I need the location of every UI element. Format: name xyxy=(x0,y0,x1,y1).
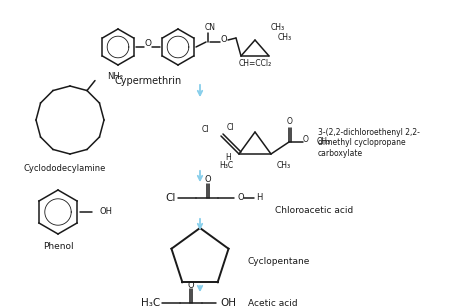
Text: CH₃: CH₃ xyxy=(317,138,331,146)
Text: CN: CN xyxy=(204,24,216,33)
Text: H₃C: H₃C xyxy=(219,161,233,170)
Text: Acetic acid: Acetic acid xyxy=(248,298,298,307)
Text: NH₂: NH₂ xyxy=(107,72,123,81)
Text: Cyclododecylamine: Cyclododecylamine xyxy=(24,164,106,173)
Text: Cl: Cl xyxy=(227,123,235,133)
Text: Cyclopentane: Cyclopentane xyxy=(248,257,310,266)
Text: CH=CCl₂: CH=CCl₂ xyxy=(238,59,272,68)
Text: O: O xyxy=(287,118,293,126)
Text: Chloroacetic acid: Chloroacetic acid xyxy=(275,206,353,215)
Text: O: O xyxy=(221,36,228,45)
Text: Cl: Cl xyxy=(201,126,209,134)
Text: Cl: Cl xyxy=(165,193,176,203)
Text: CH₃: CH₃ xyxy=(271,24,285,33)
Text: 3-(2,2-dichloroethenyl 2,2-
dimethyl cyclopropane
carboxylate: 3-(2,2-dichloroethenyl 2,2- dimethyl cyc… xyxy=(318,128,420,158)
Text: O: O xyxy=(238,193,245,203)
Text: H: H xyxy=(225,154,231,162)
Text: CH₃: CH₃ xyxy=(278,33,292,42)
Text: CH₃: CH₃ xyxy=(277,161,291,170)
Text: Cypermethrin: Cypermethrin xyxy=(114,76,182,86)
Text: O: O xyxy=(145,38,152,48)
Text: OH: OH xyxy=(220,298,236,307)
Text: Phenol: Phenol xyxy=(43,242,73,251)
Text: O: O xyxy=(188,281,194,290)
Text: H₃C: H₃C xyxy=(141,298,160,307)
Text: OH: OH xyxy=(100,208,113,216)
Text: O: O xyxy=(303,135,309,145)
Text: O: O xyxy=(205,176,211,185)
Text: H: H xyxy=(256,193,263,203)
